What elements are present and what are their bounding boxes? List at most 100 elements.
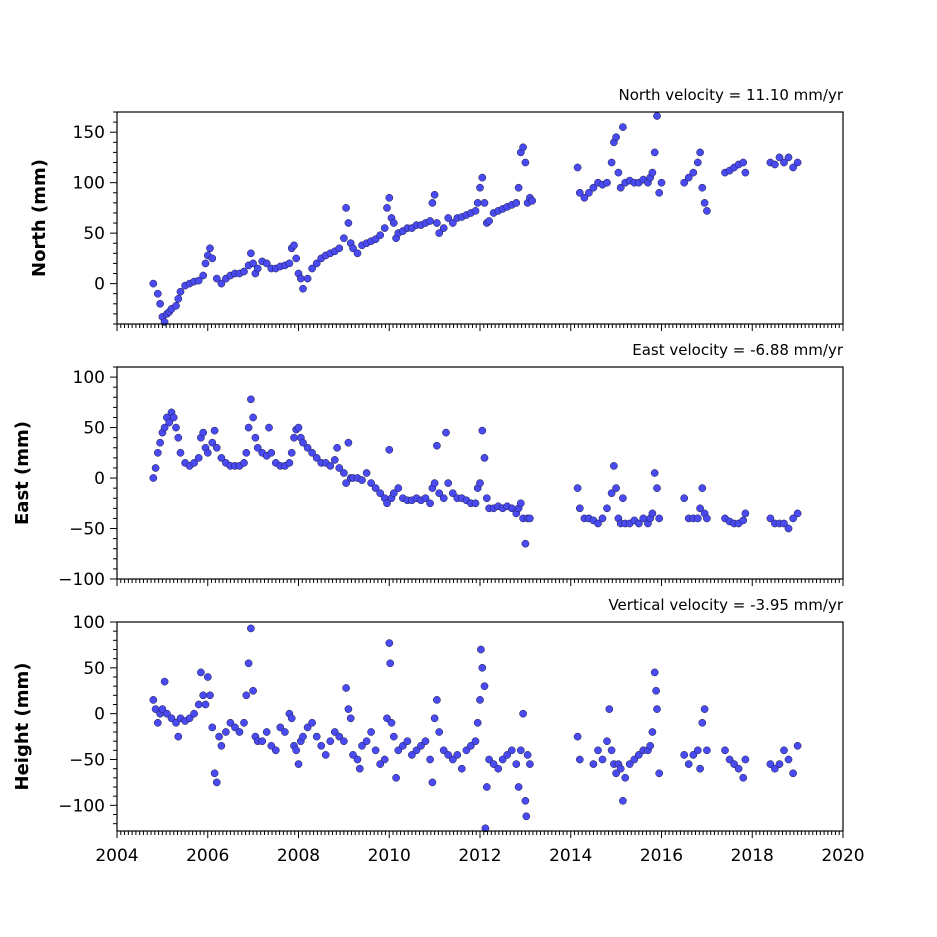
data-point — [271, 746, 280, 755]
data-point — [185, 714, 194, 723]
data-point — [408, 751, 416, 759]
data-point — [217, 279, 226, 288]
data-point — [163, 709, 171, 718]
data-point — [793, 158, 802, 167]
y-tick-label-east: 50 — [83, 419, 105, 439]
data-point — [340, 469, 348, 477]
x-tick-label: 2012 — [458, 846, 501, 866]
data-point — [766, 514, 775, 523]
data-point — [380, 224, 389, 232]
data-point — [317, 741, 326, 750]
data-point — [153, 448, 162, 457]
data-point — [650, 148, 659, 157]
data-point — [212, 274, 221, 283]
data-point — [485, 217, 493, 225]
data-point — [299, 732, 307, 741]
data-point — [528, 196, 537, 205]
data-point — [212, 778, 221, 787]
data-point — [385, 193, 394, 202]
data-point — [478, 426, 487, 435]
data-point — [476, 183, 484, 192]
data-point — [299, 438, 307, 447]
data-point — [340, 234, 348, 243]
data-point — [346, 714, 355, 723]
data-point — [296, 274, 305, 283]
data-point — [201, 259, 210, 268]
data-point — [285, 459, 294, 467]
data-point — [700, 199, 709, 207]
data-point — [312, 259, 321, 268]
data-point — [242, 691, 251, 700]
data-point — [386, 659, 395, 668]
y-tick-label-north: 0 — [94, 275, 105, 295]
data-point — [444, 214, 453, 222]
data-point — [215, 732, 223, 741]
data-point — [174, 294, 183, 303]
data-point — [603, 178, 611, 187]
data-point — [612, 133, 620, 142]
data-point — [371, 484, 380, 492]
data-point — [308, 264, 316, 273]
data-point — [603, 504, 611, 513]
y-tick-label-height: 100 — [73, 613, 105, 633]
data-point — [380, 755, 389, 764]
data-point — [680, 178, 689, 187]
data-point — [367, 479, 375, 487]
x-tick-label: 2004 — [95, 846, 138, 866]
data-point — [172, 301, 180, 310]
data-point — [605, 705, 614, 713]
data-point — [771, 160, 779, 169]
panel-title-north: North velocity = 11.10 mm/yr — [619, 86, 844, 104]
data-point — [206, 244, 214, 253]
data-point — [789, 163, 797, 172]
data-point — [226, 718, 235, 727]
data-point — [353, 755, 362, 764]
data-point — [698, 183, 707, 192]
data-point — [471, 499, 480, 508]
data-point — [287, 714, 296, 723]
data-point — [160, 677, 169, 686]
data-point — [208, 438, 217, 447]
data-point — [575, 188, 584, 197]
data-point — [689, 168, 698, 177]
panel-title-height: Vertical velocity = -3.95 mm/yr — [608, 596, 843, 614]
x-tick-label: 2008 — [277, 846, 320, 866]
data-point — [208, 723, 217, 732]
data-point — [698, 484, 707, 492]
data-point — [421, 737, 430, 746]
data-point — [585, 188, 593, 197]
data-point — [655, 188, 664, 197]
data-point — [251, 433, 260, 442]
data-point — [439, 224, 448, 232]
data-point — [294, 760, 303, 768]
data-point — [696, 504, 704, 513]
data-point — [312, 454, 321, 462]
data-point — [249, 686, 257, 695]
data-point — [741, 755, 750, 764]
data-point — [480, 454, 489, 462]
data-point — [362, 469, 371, 477]
data-point — [594, 519, 602, 528]
data-point — [793, 509, 802, 518]
data-point — [303, 723, 312, 732]
data-point — [448, 219, 457, 227]
data-point — [389, 219, 398, 227]
data-point — [367, 728, 375, 736]
data-point — [176, 448, 185, 457]
data-point — [433, 441, 441, 450]
point-group-north — [149, 112, 802, 326]
data-point — [190, 709, 198, 718]
data-point — [153, 289, 162, 298]
data-point — [389, 489, 398, 498]
data-point — [426, 499, 434, 508]
data-point — [201, 700, 210, 709]
data-point — [652, 686, 660, 695]
data-point — [634, 519, 643, 528]
data-point — [399, 741, 407, 750]
data-point — [430, 190, 439, 199]
data-point — [383, 204, 391, 212]
data-point — [655, 514, 664, 523]
data-point — [775, 153, 784, 162]
data-point — [598, 514, 607, 523]
data-point — [217, 454, 226, 462]
